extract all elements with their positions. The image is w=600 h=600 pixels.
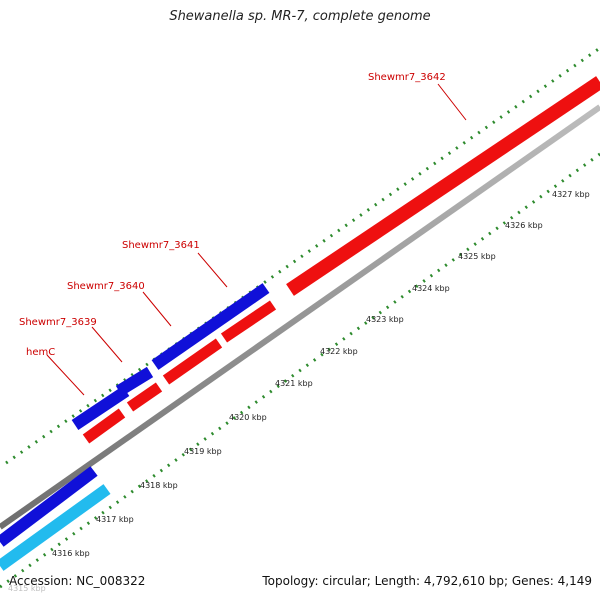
ruler-label-4324: 4324 kbp (412, 284, 450, 293)
leader-shewmr7-3642 (437, 83, 467, 121)
leader-hemc (46, 354, 85, 396)
gene-forward-lower[interactable] (0, 466, 98, 547)
inner-tick-ring (0, 152, 600, 589)
ruler-label-4316: 4316 kbp (52, 549, 90, 558)
leader-shewmr7-3639 (91, 326, 123, 363)
gene-label-shewmr7-3639: Shewmr7_3639 (19, 317, 97, 328)
gene-shewmr7-3640-a[interactable] (82, 408, 126, 444)
genome-summary-text: Topology: circular; Length: 4,792,610 bp… (262, 574, 592, 588)
ruler-label-4320: 4320 kbp (229, 413, 267, 422)
ruler-label-4318: 4318 kbp (140, 481, 178, 490)
gene-shewmr7-3641[interactable] (151, 283, 270, 370)
gene-label-shewmr7-3641: Shewmr7_3641 (122, 240, 200, 251)
leader-shewmr7-3641 (197, 252, 228, 288)
ruler-label-4327: 4327 kbp (552, 190, 590, 199)
gene-label-shewmr7-3642: Shewmr7_3642 (368, 72, 446, 83)
gene-shewmr7-3640-b[interactable] (126, 382, 163, 412)
gene-label-hemc: hemC (26, 347, 55, 358)
gene-label-shewmr7-3640: Shewmr7_3640 (67, 281, 145, 292)
ruler-label-4323: 4323 kbp (366, 315, 404, 324)
gene-shewmr7-3640-c[interactable] (162, 338, 223, 385)
ruler-label-4317: 4317 kbp (96, 515, 134, 524)
gene-hemc[interactable] (71, 386, 130, 430)
gene-shewmr7-3640-d[interactable] (220, 300, 277, 343)
ruler-label-4326: 4326 kbp (505, 221, 543, 230)
outer-tick-ring (5, 46, 600, 465)
ruler-label-4319: 4319 kbp (184, 447, 222, 456)
ruler-label-4322: 4322 kbp (320, 347, 358, 356)
accession-text: Accession: NC_008322 (9, 574, 146, 588)
leader-shewmr7-3640 (142, 291, 172, 327)
ruler-label-4321: 4321 kbp (275, 379, 313, 388)
gene-shewmr7-3642[interactable] (286, 76, 600, 296)
ruler-label-4325: 4325 kbp (458, 252, 496, 261)
map-title: Shewanella sp. MR-7, complete genome (169, 9, 431, 24)
gene-shewmr7-3639[interactable] (115, 366, 154, 397)
ruler-label-4315: 4315 kbp (8, 584, 46, 593)
gene-rna-lower[interactable] (0, 484, 111, 571)
genome-backbone (0, 104, 600, 530)
